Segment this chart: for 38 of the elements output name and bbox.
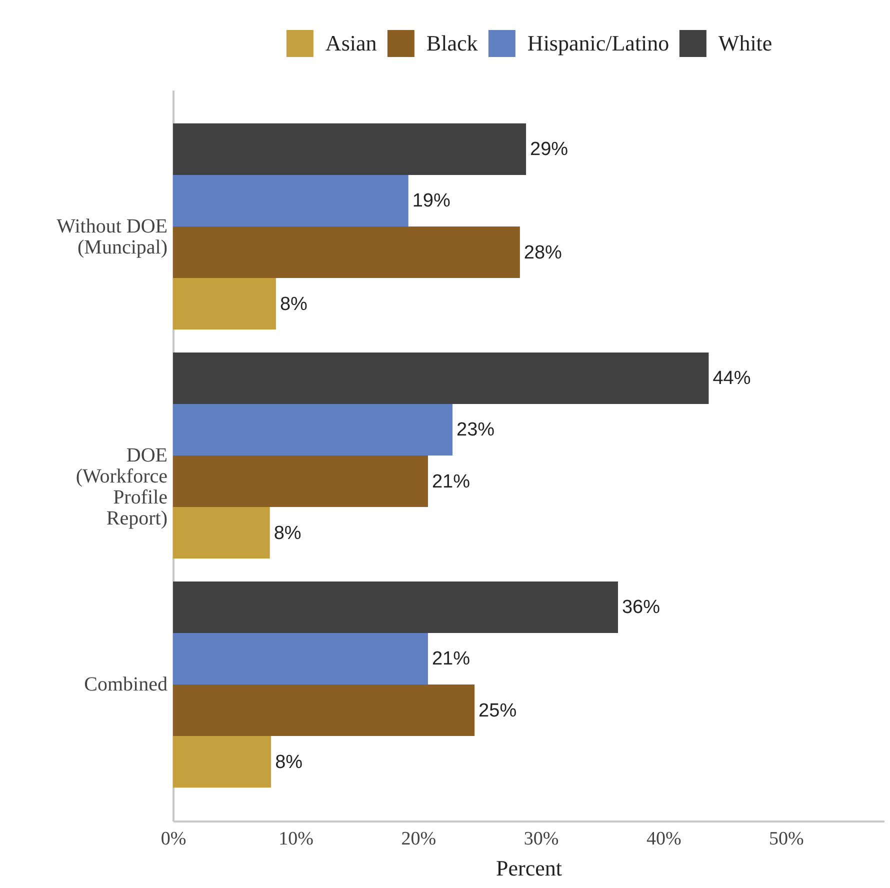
x-tick-label: 0% (160, 828, 186, 850)
bar (173, 632, 428, 685)
x-tick-label: 20% (401, 828, 436, 850)
data-label: 25% (478, 700, 517, 722)
data-label: 8% (280, 294, 308, 315)
legend-label: Black (426, 30, 478, 56)
bar (173, 278, 276, 330)
data-label: 23% (456, 420, 495, 441)
y-tick-label: Without DOE (Muncipal) (56, 215, 168, 258)
data-label: 29% (530, 139, 568, 160)
legend-label: Asian (325, 30, 377, 56)
data-label: 36% (622, 597, 660, 618)
y-tick-label: DOE (Workforce Profile Report) (76, 444, 168, 530)
data-label: 21% (432, 471, 470, 492)
bar (173, 226, 520, 278)
bar (173, 174, 408, 226)
bar (173, 456, 428, 508)
bar (173, 736, 272, 788)
x-tick-label: 50% (769, 828, 804, 850)
data-label: 21% (432, 648, 470, 670)
bar (173, 404, 452, 456)
y-tick-label: Combined (84, 674, 168, 696)
data-label: 44% (712, 368, 751, 390)
bar (173, 123, 526, 175)
data-label: 8% (274, 522, 302, 544)
x-tick-label: 40% (646, 828, 682, 850)
bar (173, 507, 270, 559)
data-label: 8% (275, 752, 303, 773)
data-label: 28% (524, 242, 562, 264)
x-axis-title: Percent (496, 856, 562, 880)
x-tick-label: 30% (524, 828, 559, 850)
data-label: 19% (412, 190, 450, 212)
bar (173, 684, 475, 736)
legend-label: White (718, 30, 772, 56)
bar (173, 581, 618, 633)
legend-label: Hispanic/Latino (527, 30, 670, 56)
x-tick-label: 10% (278, 828, 314, 850)
bar (173, 352, 709, 404)
